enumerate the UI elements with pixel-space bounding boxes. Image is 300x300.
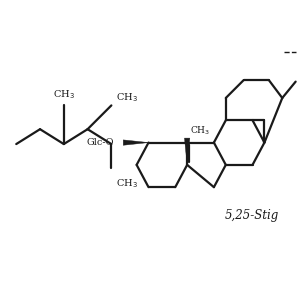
Polygon shape bbox=[123, 140, 148, 145]
Polygon shape bbox=[184, 138, 190, 165]
Text: CH$_3$: CH$_3$ bbox=[116, 91, 138, 104]
Text: CH$_3$: CH$_3$ bbox=[190, 124, 210, 136]
Text: 5,25-Stig: 5,25-Stig bbox=[224, 209, 279, 222]
Text: CH$_3$: CH$_3$ bbox=[53, 88, 75, 101]
Text: CH$_3$: CH$_3$ bbox=[116, 177, 138, 190]
Text: Glc-O: Glc-O bbox=[87, 138, 114, 147]
